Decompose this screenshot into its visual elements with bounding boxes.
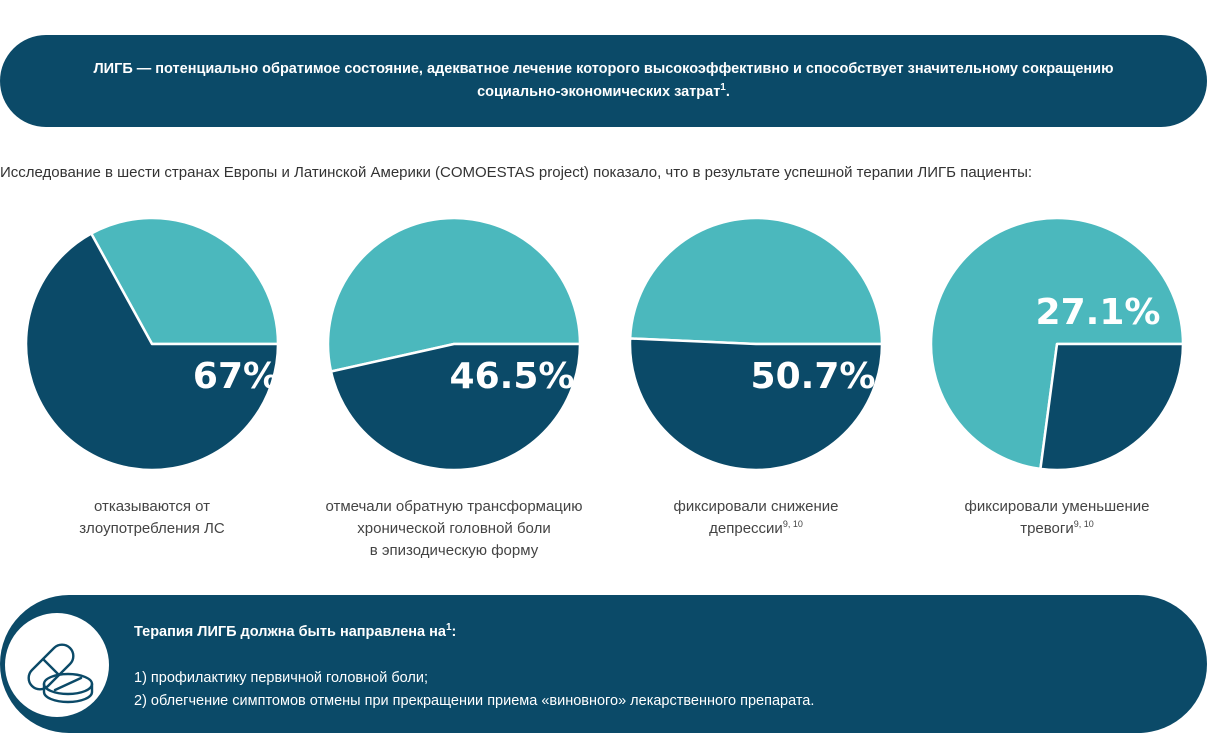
pie-chart-2: 46.5% <box>326 216 582 472</box>
caption-line: хронической головной боли <box>357 520 551 537</box>
pie-svg: 46.5% <box>326 216 582 472</box>
caption-line-text: тревоги <box>1020 520 1074 537</box>
spacer <box>134 644 1174 667</box>
pie-slice-value <box>24 232 280 472</box>
pie-chart-1: 67% <box>24 216 280 472</box>
caption-line: в эпизодическую форму <box>369 542 539 559</box>
pills-icon <box>27 643 94 704</box>
pie-svg: 27.1% <box>929 216 1185 472</box>
caption-line: отказываются от <box>93 498 211 515</box>
pie-value-label: 46.5% <box>450 356 575 397</box>
pie-value-label: 50.7% <box>751 356 876 397</box>
bottom-heading-text: Терапия ЛИГБ должна быть направлена на <box>134 624 446 640</box>
caption-ref: 9, 10 <box>782 519 803 529</box>
bottom-list-item: 2) облегчение симптомов отмены при прекр… <box>134 693 815 709</box>
banner-text: ЛИГБ — потенциально обратимое состояние,… <box>60 58 1147 104</box>
bottom-heading-end: : <box>451 624 457 640</box>
pie-chart-4: 27.1% <box>929 216 1185 472</box>
pie-value-label: 27.1% <box>1036 292 1161 333</box>
caption-ref: 9, 10 <box>1073 519 1094 529</box>
top-banner: ЛИГБ — потенциально обратимое состояние,… <box>0 35 1207 127</box>
intro-text: Исследование в шести странах Европы и Ла… <box>0 164 1033 181</box>
pie-slice-rest <box>628 216 884 346</box>
bottom-heading: Терапия ЛИГБ должна быть направлена на1: <box>134 621 1174 644</box>
pie-chart-3: 50.7% <box>628 216 884 472</box>
bottom-list-item: 1) профилактику первичной головной боли; <box>134 670 428 686</box>
pie-caption-2: отмечали обратную трансформацию хроничес… <box>294 496 614 562</box>
pie-value-label: 67% <box>193 356 279 397</box>
pie-caption-3: фиксировали снижение депрессии9, 10 <box>596 496 916 540</box>
caption-line: фиксировали снижение <box>673 498 839 515</box>
pie-slice-value <box>628 337 884 472</box>
banner-ref: 1 <box>720 82 726 94</box>
caption-line: фиксировали уменьшение <box>964 498 1150 515</box>
caption-line: депрессии9, 10 <box>596 518 916 540</box>
banner-text-main: ЛИГБ — потенциально обратимое состояние,… <box>93 61 1114 100</box>
pill-badge <box>5 613 109 717</box>
pie-svg: 50.7% <box>628 216 884 472</box>
bottom-text: Терапия ЛИГБ должна быть направлена на1:… <box>134 621 1174 713</box>
caption-line-text: депрессии <box>709 520 783 537</box>
pie-svg: 67% <box>24 216 280 472</box>
pie-caption-1: отказываются от злоупотребления ЛС <box>0 496 312 540</box>
pie-caption-4: фиксировали уменьшение тревоги9, 10 <box>897 496 1207 540</box>
pie-slice-value <box>1039 342 1185 472</box>
bottom-panel <box>0 595 1207 733</box>
caption-line: тревоги9, 10 <box>897 518 1207 540</box>
caption-line: злоупотребления ЛС <box>79 520 225 537</box>
pie-slice-value <box>329 342 582 472</box>
bottom-heading-ref: 1 <box>445 622 452 634</box>
banner-text-end: . <box>725 84 730 100</box>
caption-line: отмечали обратную трансформацию <box>325 498 583 515</box>
pie-slice-rest <box>90 216 280 346</box>
pie-slice-rest <box>326 216 582 373</box>
